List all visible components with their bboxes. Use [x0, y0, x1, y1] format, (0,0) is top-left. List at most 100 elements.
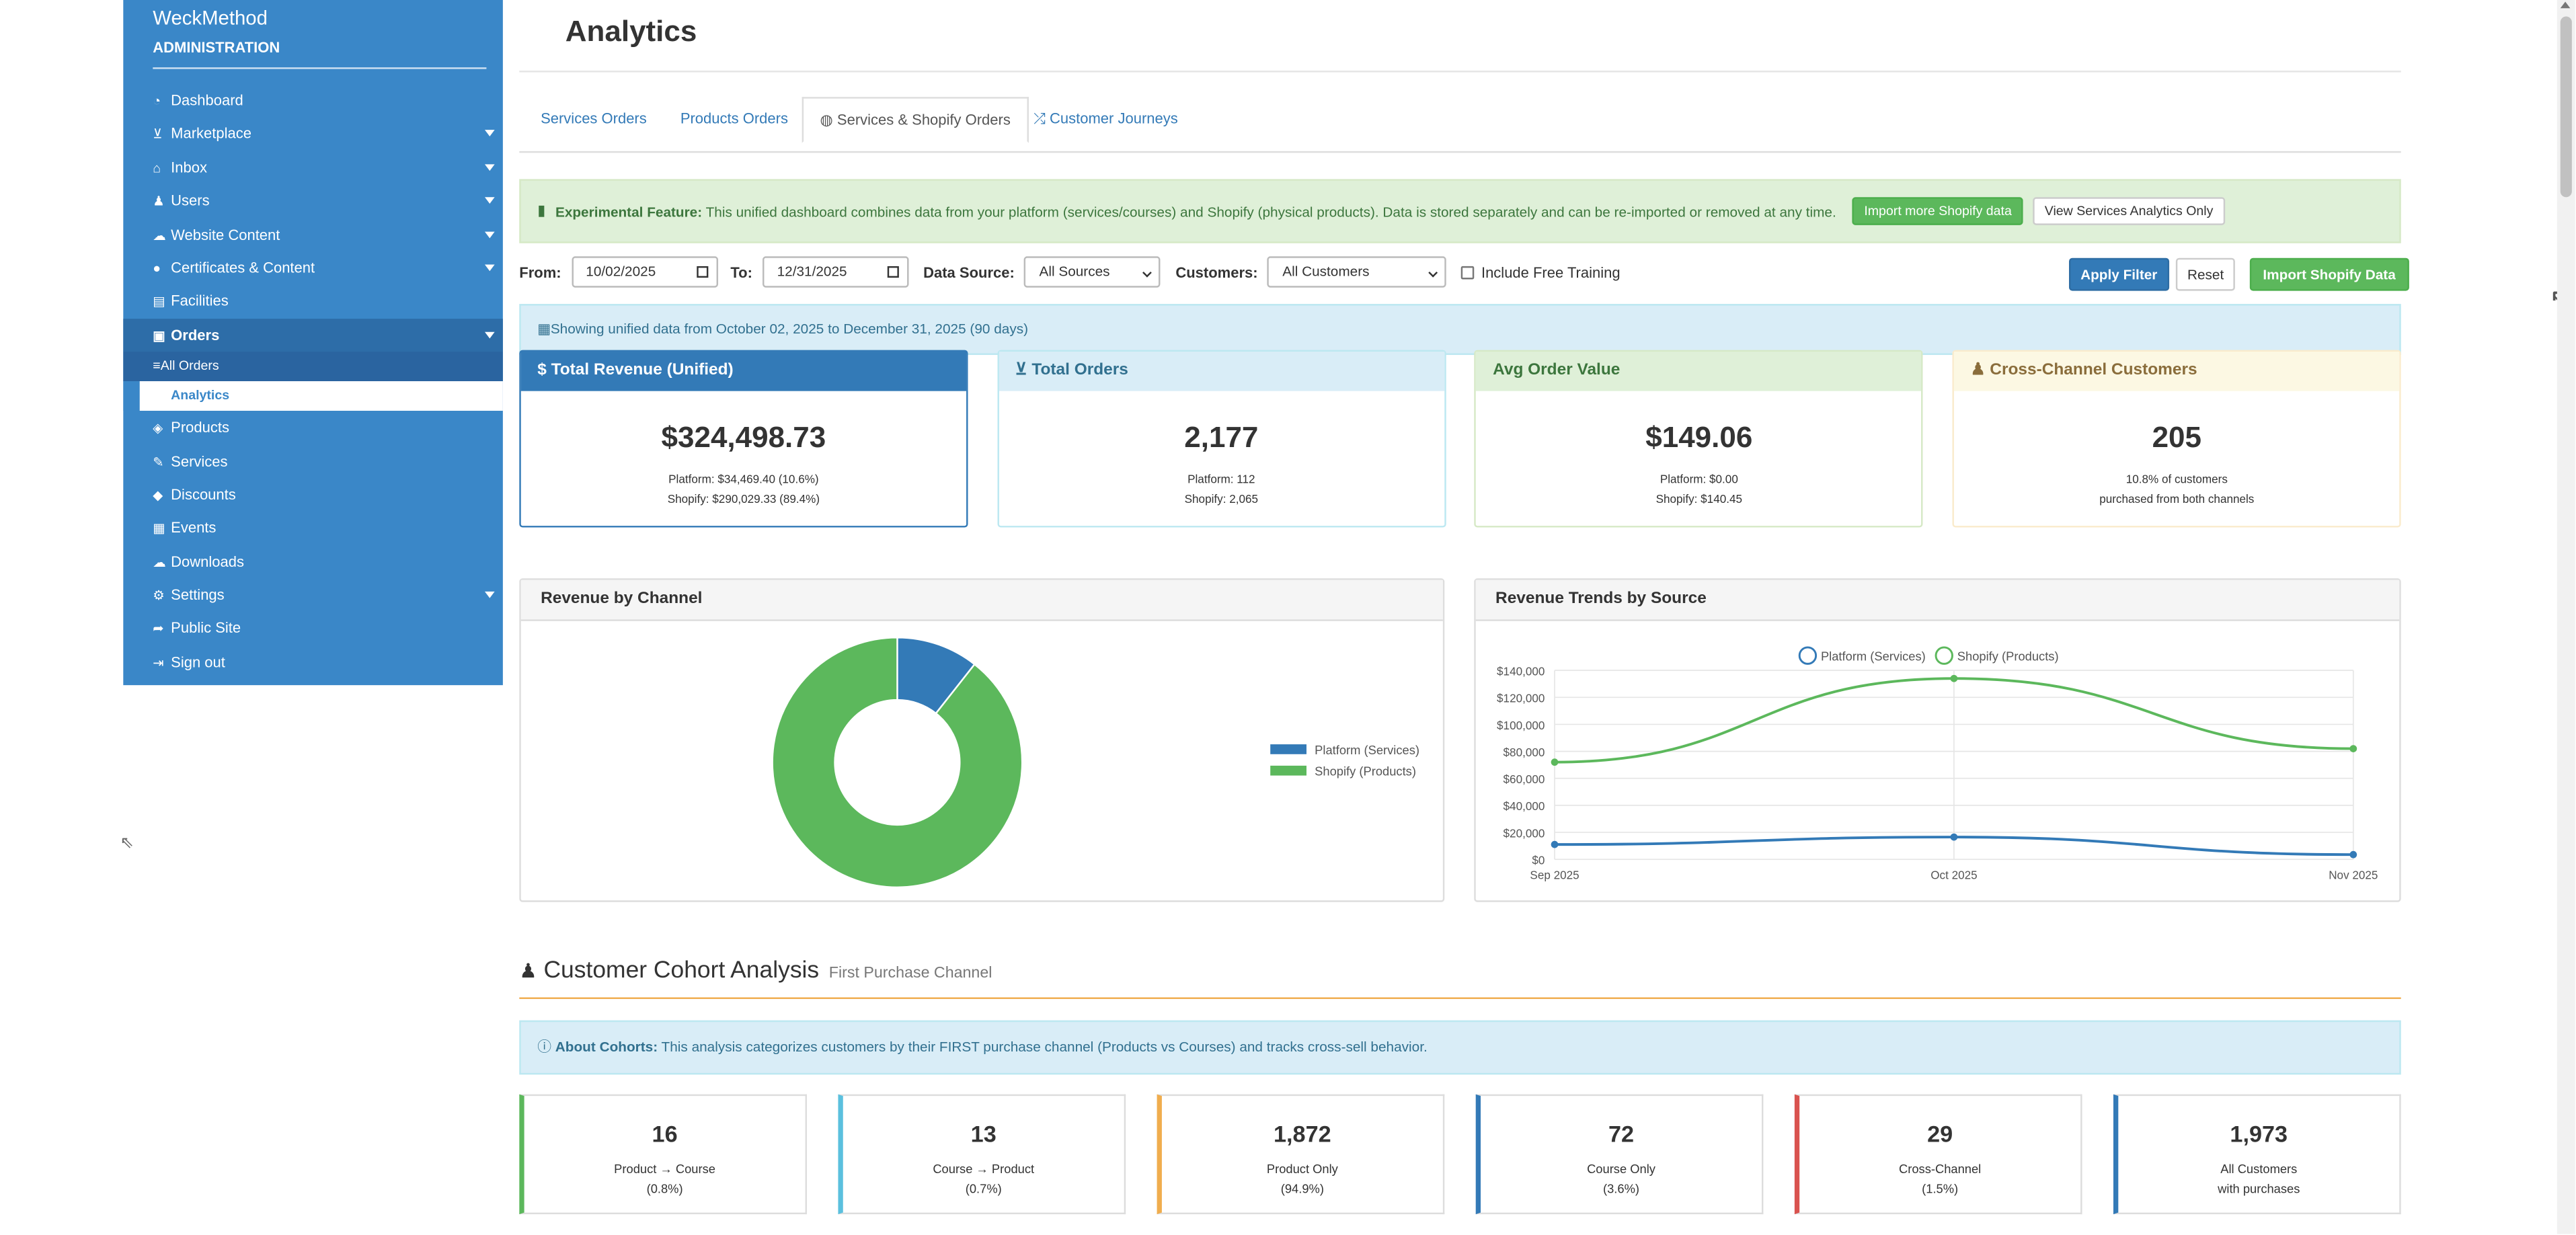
- cohort-info-text: This analysis categorizes customers by t…: [661, 1038, 1428, 1055]
- from-date-input[interactable]: 10/02/2025: [571, 256, 717, 288]
- data-point[interactable]: [1950, 674, 1958, 682]
- cohort-percent: (1.5%): [1922, 1181, 1959, 1197]
- brand-name[interactable]: WeckMethod: [153, 6, 268, 30]
- sidebar-item-sign-out[interactable]: ⇥ Sign out: [123, 645, 503, 679]
- experimental-body: This unified dashboard combines data fro…: [705, 202, 1836, 220]
- kpi-line: Shopify: 2,065: [1184, 494, 1259, 506]
- kpi-breakdown: 10.8% of customers purchased from both ch…: [1954, 471, 2399, 511]
- cart-icon: ⊻: [153, 127, 163, 143]
- wrench-icon: ✎: [153, 454, 164, 469]
- sidebar-subitem-analytics[interactable]: Analytics: [123, 381, 503, 411]
- data-point[interactable]: [1551, 840, 1559, 848]
- cloud-icon: ☁: [153, 227, 166, 243]
- brand-subtitle: ADMINISTRATION: [153, 39, 280, 56]
- sidebar-item-label: Services: [171, 452, 228, 469]
- to-label: To:: [730, 264, 752, 280]
- sidebar-item-certificates-content[interactable]: ● Certificates & Content: [123, 251, 503, 285]
- legend-label[interactable]: Shopify (Products): [1957, 649, 2059, 663]
- customers-value: All Customers: [1282, 263, 1370, 280]
- kpi-line: Shopify: $290,029.33 (89.4%): [667, 494, 820, 506]
- to-date-input[interactable]: 12/31/2025: [762, 256, 909, 288]
- sidebar-item-orders[interactable]: ▣ Orders: [123, 318, 503, 352]
- data-source-select[interactable]: All Sources: [1024, 256, 1161, 288]
- tag-icon: ◆: [153, 487, 163, 503]
- scrollbar[interactable]: [2557, 0, 2575, 1234]
- apply-filter-button[interactable]: Apply Filter: [2068, 257, 2169, 291]
- to-date-value: 12/31/2025: [777, 263, 847, 280]
- date-range-info: ▦Showing unified data from October 02, 2…: [519, 304, 2401, 355]
- dollar-icon: $: [537, 361, 547, 380]
- sidebar-item-users[interactable]: ♟ Users: [123, 184, 503, 218]
- calendar-icon: [696, 266, 708, 278]
- sidebar-item-services[interactable]: ✎ Services: [123, 444, 503, 478]
- sidebar-item-label: Discounts: [171, 486, 236, 503]
- sidebar-item-public-site[interactable]: ➦ Public Site: [123, 612, 503, 645]
- sidebar-item-facilities[interactable]: ▤ Facilities: [123, 285, 503, 319]
- cohort-card: 1,872 Product Only (94.9%): [1157, 1094, 1445, 1215]
- tab-services-shopify-orders[interactable]: ◍ Services & Shopify Orders: [802, 97, 1029, 143]
- sidebar-item-events[interactable]: ▦ Events: [123, 512, 503, 545]
- experimental-title: Experimental Feature:: [555, 202, 703, 220]
- tab-customer-journeys[interactable]: ⤮ Customer Journeys: [1017, 97, 1194, 141]
- tab-products-orders[interactable]: Products Orders: [664, 97, 804, 141]
- cohort-value: 29: [1927, 1120, 1953, 1147]
- x-tick-label: Sep 2025: [1530, 869, 1579, 882]
- cohort-label: Product Only (94.9%): [1162, 1160, 1443, 1199]
- free-training-checkbox[interactable]: [1461, 265, 1475, 279]
- kpi-title: Avg Order Value: [1476, 352, 1922, 391]
- kpi-title: ♟ Cross-Channel Customers: [1954, 352, 2400, 391]
- import-shopify-button[interactable]: Import Shopify Data: [2249, 257, 2409, 291]
- scroll-up-icon[interactable]: [2560, 1, 2571, 9]
- tab-services-orders[interactable]: Services Orders: [524, 97, 664, 141]
- divider: [153, 67, 487, 69]
- view-services-analytics-button[interactable]: View Services Analytics Only: [2033, 197, 2225, 225]
- customers-select[interactable]: All Customers: [1267, 256, 1447, 288]
- sidebar-item-downloads[interactable]: ☁ Downloads: [123, 545, 503, 579]
- reset-button[interactable]: Reset: [2175, 257, 2236, 291]
- sidebar-item-label: Orders: [171, 326, 220, 344]
- revenue-trends-panel: Revenue Trends by Source $0 $20,000 $40,00…: [1474, 578, 2401, 902]
- sidebar: WeckMethod ADMINISTRATION ◔ Dashboard ⊻ Mar…: [123, 0, 503, 686]
- data-point[interactable]: [1551, 758, 1559, 766]
- cohort-subtitle: First Purchase Channel: [828, 964, 992, 983]
- users-icon: ♟: [519, 959, 537, 983]
- sidebar-item-label: Settings: [171, 586, 225, 604]
- tab-label: Services & Shopify Orders: [836, 112, 1011, 128]
- total-revenue-card: $ Total Revenue (Unified) $324,498.73 Plat…: [519, 350, 968, 528]
- kpi-title: ⊻ Total Orders: [999, 352, 1444, 391]
- sidebar-item-label: Products: [171, 419, 230, 436]
- cloud-download-icon: ☁: [153, 555, 166, 570]
- scrollbar-thumb[interactable]: [2560, 16, 2572, 198]
- import-more-shopify-button[interactable]: Import more Shopify data: [1852, 197, 2023, 225]
- sidebar-item-discounts[interactable]: ◆ Discounts: [123, 478, 503, 512]
- legend-label[interactable]: Platform (Services): [1821, 649, 1926, 663]
- legend-label[interactable]: Shopify (Products): [1315, 764, 1416, 779]
- sidebar-item-settings[interactable]: ⚙ Settings: [123, 578, 503, 612]
- data-point[interactable]: [2349, 745, 2357, 752]
- sidebar-subitem-all-orders[interactable]: ≡All Orders: [123, 352, 503, 382]
- sidebar-item-marketplace[interactable]: ⊻ Marketplace: [123, 117, 503, 151]
- list-icon: ≡: [153, 358, 161, 374]
- sidebar-item-website-content[interactable]: ☁ Website Content: [123, 218, 503, 251]
- sidebar-item-dashboard[interactable]: ◔ Dashboard: [123, 84, 503, 118]
- sidebar-item-inbox[interactable]: ⌂ Inbox: [123, 151, 503, 184]
- legend-label[interactable]: Platform (Services): [1315, 743, 1419, 757]
- legend-marker: [1935, 646, 1953, 665]
- free-training-label[interactable]: Include Free Training: [1481, 264, 1621, 280]
- cohort-card: 29 Cross-Channel (1.5%): [1794, 1094, 2082, 1215]
- pie-slice[interactable]: [771, 637, 1023, 888]
- page-title: Analytics: [565, 14, 697, 48]
- main-content: Analytics Services Orders Products Order…: [519, 0, 2409, 1215]
- sidebar-item-products[interactable]: ◈ Products: [123, 411, 503, 444]
- random-icon: ⤮: [1033, 110, 1046, 127]
- caret-down-icon: [484, 197, 495, 204]
- cohort-label: All Customers with purchases: [2118, 1160, 2399, 1199]
- data-point[interactable]: [1950, 833, 1958, 841]
- kpi-line: Platform: 112: [1187, 475, 1255, 487]
- users-icon: ♟: [1970, 361, 1986, 380]
- caret-down-icon: [484, 264, 495, 272]
- data-point[interactable]: [2349, 850, 2357, 859]
- y-tick-label: $120,000: [1497, 692, 1545, 705]
- cohort-percent: (0.8%): [646, 1181, 683, 1197]
- inbox-icon: ⌂: [153, 160, 161, 175]
